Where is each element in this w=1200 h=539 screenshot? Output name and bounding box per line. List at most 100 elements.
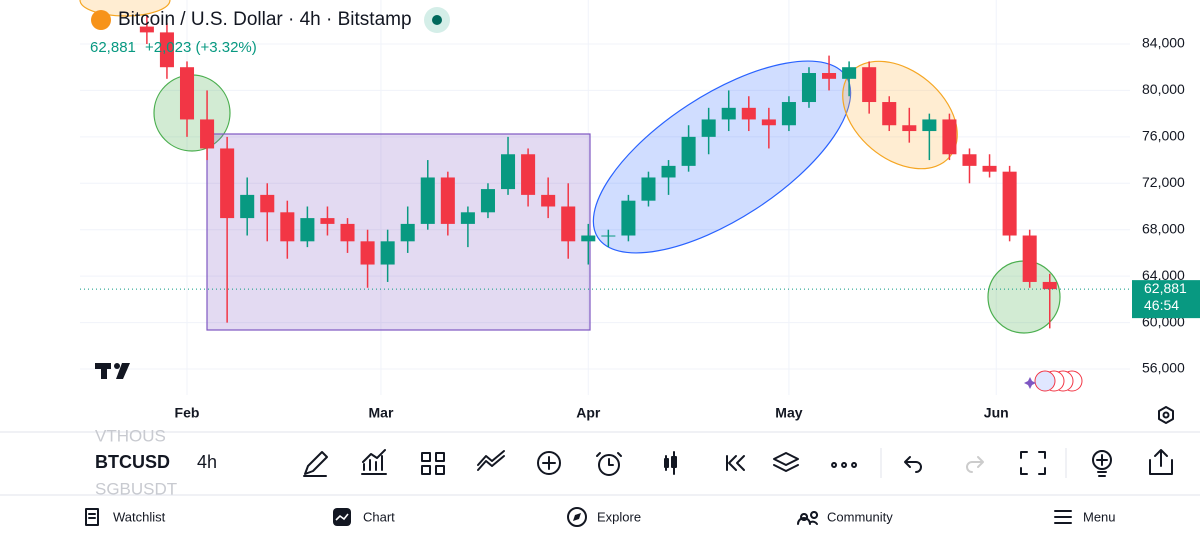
nav-watchlist[interactable]: Watchlist (113, 509, 166, 524)
y-tick-label: 76,000 (1142, 128, 1185, 144)
candle-body (581, 235, 596, 242)
candle-body (842, 67, 857, 79)
candle-body (922, 119, 937, 132)
more[interactable] (831, 462, 858, 468)
y-tick-label: 84,000 (1142, 35, 1185, 51)
alert[interactable] (598, 454, 620, 476)
candle-body (681, 136, 696, 166)
y-tick-label: 64,000 (1142, 267, 1185, 283)
candle-body (340, 223, 355, 242)
redo[interactable] (966, 456, 984, 473)
candle-body (741, 107, 756, 120)
indicators[interactable] (361, 449, 387, 475)
objects[interactable] (773, 452, 799, 472)
candle-body (260, 194, 275, 213)
compare[interactable] (477, 450, 505, 471)
candle-body (420, 177, 435, 224)
candle-body (781, 102, 796, 126)
symbol-prev[interactable]: VTHOUS (95, 426, 166, 445)
y-tick-label: 72,000 (1142, 174, 1185, 190)
explore-needle (573, 513, 581, 521)
candle-body (862, 67, 877, 103)
candle-body (480, 189, 495, 213)
ideas-bulb (1096, 454, 1108, 477)
candle-body (280, 212, 295, 242)
undo[interactable] (904, 456, 922, 473)
ideas[interactable] (1092, 450, 1112, 470)
toolbar-icons (303, 448, 1173, 478)
candle-body (601, 235, 616, 237)
candle-body (1042, 281, 1057, 290)
candle-body (179, 67, 195, 120)
last-price-label: 62,881 (1144, 280, 1187, 296)
candle-body (701, 119, 716, 137)
candle-body (139, 26, 154, 33)
candle-body (220, 148, 235, 219)
header-price: 62,881 (90, 39, 136, 56)
menu-icon (1054, 510, 1072, 524)
draw-tool[interactable] (303, 451, 328, 477)
symbol[interactable]: BTCUSD (95, 452, 170, 472)
candle-body (460, 212, 475, 224)
explore-icon (567, 507, 587, 527)
add-plus (542, 456, 556, 470)
last-price-box (1132, 280, 1200, 319)
x-tick-label: Jun (984, 405, 1009, 421)
axes: 56,00060,00064,00068,00072,00076,00080,0… (80, 35, 1200, 421)
candle-body (159, 32, 174, 68)
settings-icon-center (1162, 411, 1170, 419)
candle-body (541, 194, 556, 207)
candle-body (761, 119, 776, 126)
settings-icon[interactable] (1158, 406, 1174, 424)
candle-body (320, 218, 335, 224)
nav-explore[interactable]: Explore (597, 509, 641, 524)
y-tick-label: 68,000 (1142, 220, 1185, 236)
alert-hands (596, 452, 622, 466)
countdown: 46:54 (1144, 297, 1179, 313)
candles (139, 14, 1057, 329)
candle-body (822, 73, 837, 79)
candle-body (360, 241, 375, 265)
x-tick-label: Feb (175, 405, 200, 421)
chart-icon-line (335, 513, 349, 521)
candle-body (380, 241, 395, 265)
symbol-next[interactable]: SGBUSDT (95, 479, 177, 498)
x-tick-label: Mar (369, 405, 394, 421)
candle-body (661, 165, 676, 178)
replay[interactable] (726, 455, 745, 471)
y-tick-label: 56,000 (1142, 360, 1185, 376)
y-tick-label: 80,000 (1142, 81, 1185, 97)
add[interactable] (537, 451, 561, 475)
share[interactable] (1149, 449, 1173, 475)
header-change: +2,023 (+3.32%) (145, 39, 257, 56)
watchlist-icon (85, 508, 99, 526)
candle-body (501, 154, 516, 190)
community-icon (797, 511, 819, 525)
layouts[interactable] (421, 452, 445, 475)
candle-body (621, 200, 636, 236)
candle-body (1022, 235, 1037, 282)
candle-body (801, 73, 817, 103)
candle-body (200, 119, 215, 149)
tv-logo (95, 363, 130, 379)
coin-icon (91, 10, 111, 30)
interval[interactable]: 4h (197, 452, 217, 472)
nav-menu[interactable]: Menu (1083, 509, 1116, 524)
nav-community[interactable]: Community (827, 509, 893, 524)
candle-body (1002, 171, 1017, 236)
candle-body (300, 218, 315, 242)
candle-body (721, 107, 736, 120)
fullscreen[interactable] (1020, 451, 1046, 475)
x-tick-label: May (775, 405, 802, 421)
events-badge[interactable] (1024, 370, 1083, 392)
candle-body (882, 102, 897, 126)
candle-body (440, 177, 455, 224)
candle-body (942, 119, 957, 155)
candle-body (902, 125, 917, 132)
symbol-title[interactable]: Bitcoin / U.S. Dollar · 4h · Bitstamp (118, 9, 412, 30)
x-tick-label: Apr (576, 405, 601, 421)
nav-chart[interactable]: Chart (363, 509, 395, 524)
chart-type[interactable] (664, 451, 677, 475)
